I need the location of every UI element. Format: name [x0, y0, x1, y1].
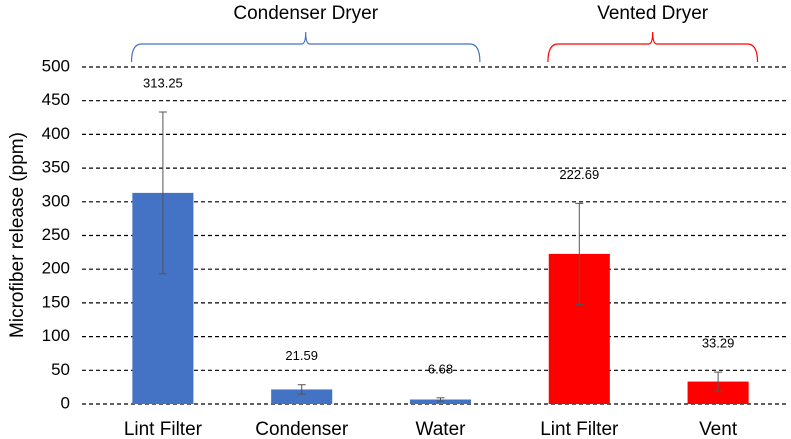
value-label: 33.29 — [702, 336, 735, 351]
y-axis-label: Microfiber release (ppm) — [7, 132, 28, 338]
x-tick-label: Lint Filter — [124, 419, 203, 439]
bar — [271, 389, 333, 404]
y-tick-label: 450 — [42, 90, 70, 109]
bar — [409, 399, 472, 404]
y-tick-label: 500 — [42, 56, 70, 75]
x-tick-label: Condenser — [255, 419, 349, 439]
x-tick-label: Water — [416, 419, 467, 439]
y-tick-label: 50 — [51, 360, 70, 379]
y-tick-label: 0 — [61, 393, 70, 412]
value-label: 313.25 — [143, 75, 183, 90]
x-tick-label: Lint Filter — [540, 419, 619, 439]
y-tick-label: 300 — [42, 191, 70, 210]
value-label: 222.69 — [559, 167, 599, 182]
y-tick-label: 350 — [42, 158, 70, 177]
bar — [687, 381, 749, 404]
y-tick-label: 200 — [42, 259, 70, 278]
y-tick-label: 250 — [42, 225, 70, 244]
x-tick-label: Vent — [699, 419, 738, 439]
y-tick-label: 400 — [42, 124, 70, 143]
group-label: Condenser Dryer — [233, 3, 378, 24]
y-tick-label: 150 — [42, 292, 70, 311]
group-brace — [547, 31, 759, 63]
group-label: Vented Dryer — [597, 3, 709, 24]
y-tick-label: 100 — [42, 326, 70, 345]
value-label: 6.68 — [428, 361, 453, 376]
value-label: 21.59 — [285, 348, 318, 363]
group-brace — [130, 31, 481, 63]
